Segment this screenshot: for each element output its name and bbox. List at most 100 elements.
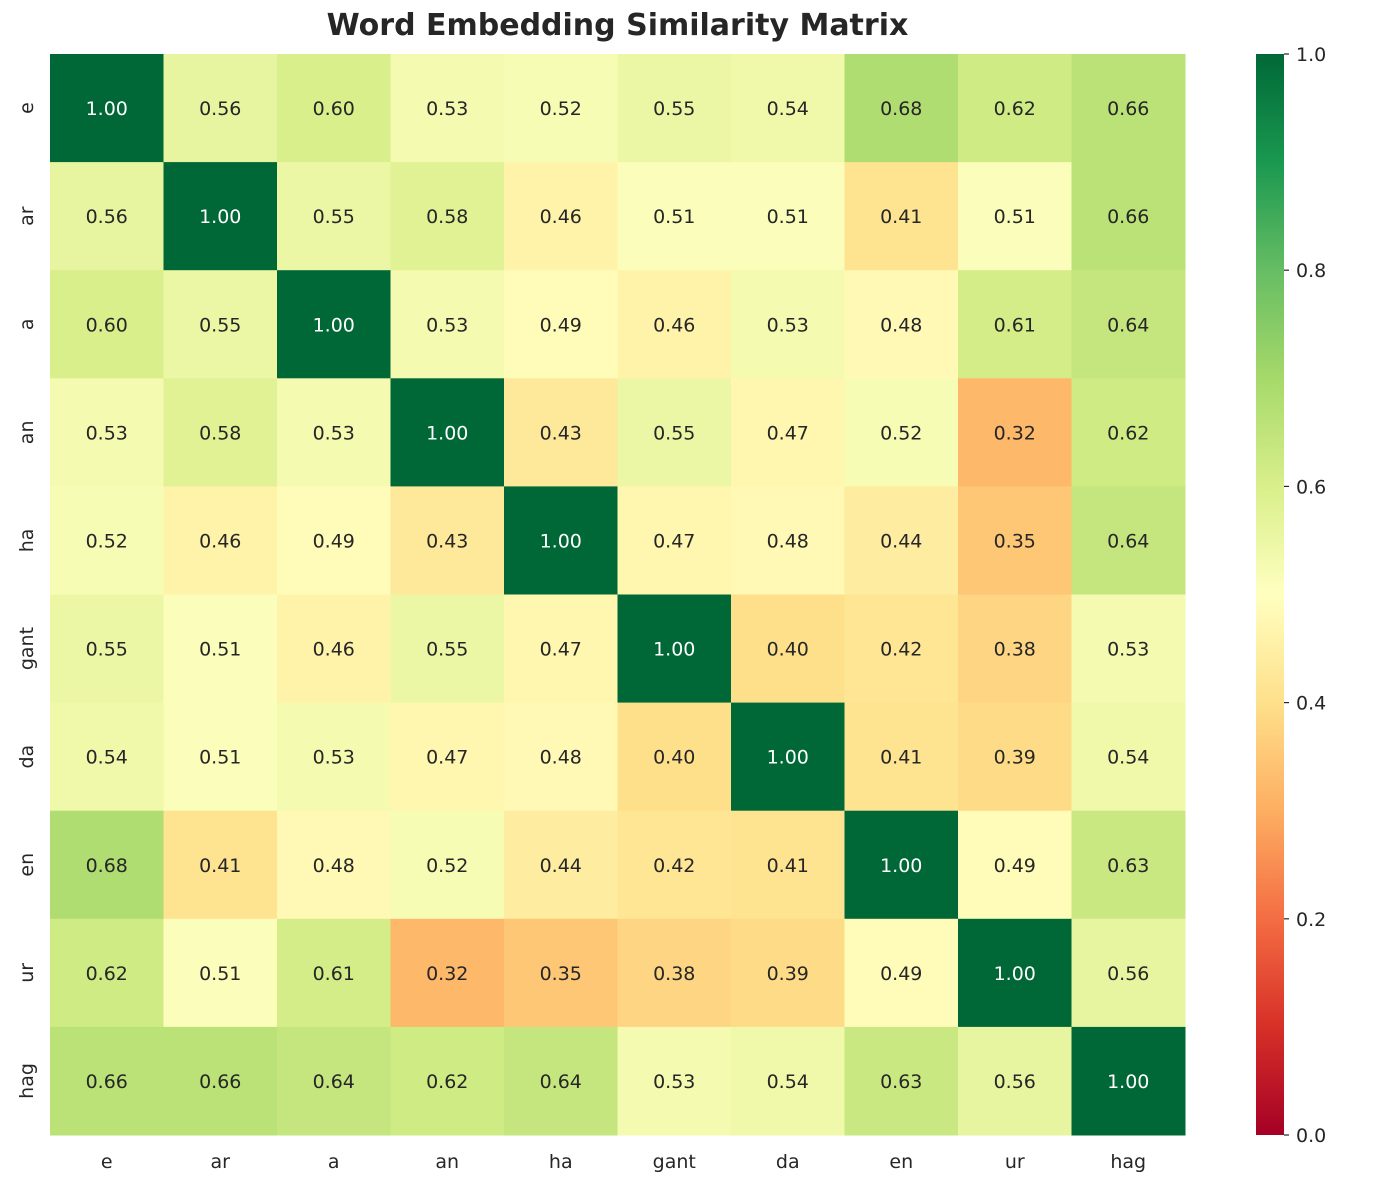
heatmap-cell (163, 918, 278, 1028)
cell-label: 0.46 (653, 314, 695, 336)
cell-label: 0.32 (994, 422, 1036, 444)
heatmap-cell (731, 486, 845, 595)
cell-label: 0.46 (540, 206, 582, 228)
y-tick-label: en (16, 853, 38, 877)
heatmap-cell (958, 594, 1072, 704)
heatmap-cell (1071, 702, 1186, 812)
heatmap-cell (277, 1026, 391, 1136)
heatmap-cell (731, 810, 845, 920)
colorbar-tick-label: 0.0 (1296, 1125, 1326, 1147)
heatmap-cell (1071, 594, 1186, 704)
cell-label: 0.51 (199, 639, 241, 661)
cell-label: 0.54 (767, 98, 809, 120)
heatmap-cell (617, 810, 732, 920)
x-tick-label: da (776, 1151, 800, 1173)
cell-label: 0.48 (880, 314, 922, 336)
heatmap-cell (617, 594, 732, 704)
cell-label: 0.56 (199, 98, 241, 120)
cell-label: 1.00 (767, 747, 809, 769)
cell-label: 0.60 (86, 314, 128, 336)
cell-label: 0.56 (86, 206, 128, 228)
heatmap-cell (1071, 270, 1186, 379)
heatmap-cell (390, 162, 505, 271)
cell-label: 0.63 (880, 1071, 922, 1093)
heatmap-cell (50, 378, 164, 487)
heatmap-cell (390, 270, 505, 379)
cell-label: 0.38 (994, 639, 1036, 661)
cell-label: 0.47 (653, 530, 695, 552)
heatmap-cell (844, 162, 959, 271)
colorbar-tick-label: 0.2 (1296, 909, 1326, 931)
cell-label: 0.54 (1107, 747, 1149, 769)
heatmap-cell (390, 702, 505, 812)
cell-label: 0.53 (313, 747, 355, 769)
cell-label: 1.00 (86, 98, 128, 120)
heatmap-cell (958, 378, 1072, 487)
cell-label: 1.00 (1107, 1071, 1149, 1093)
cell-label: 1.00 (199, 206, 241, 228)
heatmap-cell (617, 702, 732, 812)
x-tick-label: ar (211, 1151, 231, 1173)
cell-label: 0.38 (653, 963, 695, 985)
cell-label: 0.52 (426, 855, 468, 877)
heatmap-cell (958, 270, 1072, 379)
y-tick-label: ar (16, 206, 38, 226)
cell-label: 0.55 (653, 422, 695, 444)
cell-label: 0.55 (426, 639, 468, 661)
heatmap-cell (277, 162, 391, 271)
cell-label: 1.00 (540, 530, 582, 552)
heatmap-cell (50, 810, 164, 920)
cell-label: 0.51 (199, 963, 241, 985)
colorbar-tick-label: 1.0 (1296, 44, 1326, 66)
cell-label: 0.62 (994, 98, 1036, 120)
cell-label: 0.46 (199, 530, 241, 552)
cell-label: 0.47 (767, 422, 809, 444)
heatmap-cell (277, 486, 391, 595)
heatmap-cell (731, 54, 845, 163)
heatmap-cell (617, 918, 732, 1028)
cell-label: 0.52 (86, 530, 128, 552)
cell-label: 1.00 (426, 422, 468, 444)
heatmap-cell (390, 1026, 505, 1136)
heatmap-cell (504, 1026, 618, 1136)
cell-label: 0.43 (426, 530, 468, 552)
heatmap-cell (504, 594, 618, 704)
cell-label: 1.00 (880, 855, 922, 877)
cell-label: 0.44 (880, 530, 922, 552)
heatmap-cell (617, 378, 732, 487)
y-tick-label: an (16, 421, 38, 445)
heatmap-cell (504, 270, 618, 379)
cell-label: 0.64 (1107, 314, 1149, 336)
heatmap-cell (617, 270, 732, 379)
cell-label: 0.40 (767, 639, 809, 661)
cell-label: 0.62 (86, 963, 128, 985)
x-tick-label: e (101, 1151, 113, 1173)
heatmap-cell (504, 162, 618, 271)
heatmap-cell (617, 162, 732, 271)
cell-label: 0.53 (1107, 639, 1149, 661)
heatmap-cell (958, 702, 1072, 812)
y-tick-label: ur (16, 963, 38, 983)
cell-label: 0.51 (767, 206, 809, 228)
heatmap-cell (50, 918, 164, 1028)
heatmap-cell (163, 594, 278, 704)
heatmap-cell (504, 702, 618, 812)
cell-label: 0.55 (653, 98, 695, 120)
cell-label: 1.00 (653, 639, 695, 661)
heatmap-cell (1071, 918, 1186, 1028)
heatmap-cell (844, 486, 959, 595)
cell-label: 0.62 (1107, 422, 1149, 444)
heatmap-cell (844, 54, 959, 163)
heatmap-cell (958, 162, 1072, 271)
cell-label: 0.53 (426, 314, 468, 336)
heatmap-cell (1071, 54, 1186, 163)
heatmap-cell (617, 486, 732, 595)
cell-label: 0.52 (880, 422, 922, 444)
heatmap-cell (844, 378, 959, 487)
cell-label: 0.51 (653, 206, 695, 228)
cell-label: 0.49 (540, 314, 582, 336)
heatmap-cell (1071, 162, 1186, 271)
cell-label: 0.55 (199, 314, 241, 336)
heatmap-cell (504, 810, 618, 920)
